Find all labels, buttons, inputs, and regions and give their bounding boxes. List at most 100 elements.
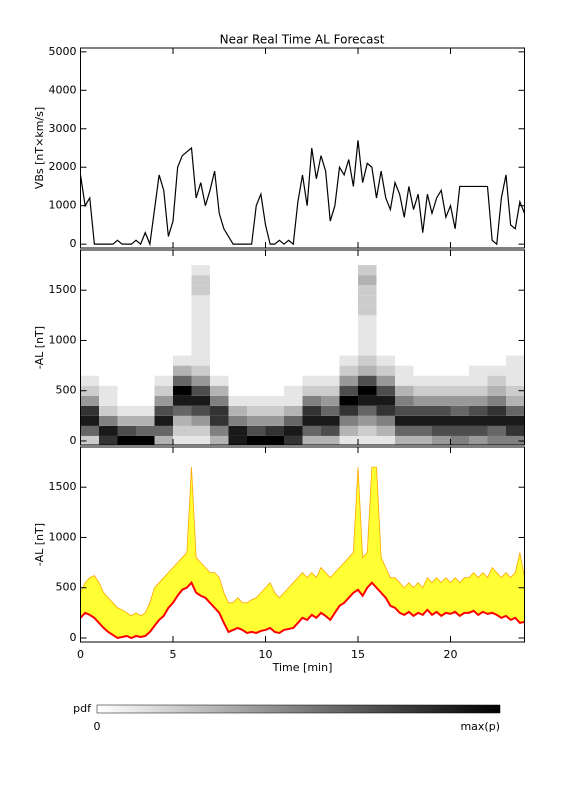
pdf-cell [487, 275, 506, 286]
pdf-cell [358, 315, 377, 326]
pdf-cell [284, 285, 303, 296]
pdf-cell [284, 395, 303, 406]
pdf-cell [432, 355, 451, 366]
pdf-cell [487, 265, 506, 276]
pdf-cell [506, 365, 525, 376]
pdf-cell [487, 415, 506, 426]
pdf-cell [154, 385, 173, 396]
pdf-cell [154, 415, 173, 426]
pdf-cell [117, 335, 136, 346]
pdf-cell [247, 325, 266, 336]
x-tick-label: 0 [77, 648, 84, 661]
pdf-cell [173, 295, 192, 306]
pdf-cell [339, 365, 358, 376]
pdf-cell [413, 265, 432, 276]
pdf-cell [210, 325, 229, 336]
pdf-cell [117, 325, 136, 336]
pdf-cell [210, 365, 229, 376]
pdf-cell [321, 305, 340, 316]
pdf-cell [154, 345, 173, 356]
pdf-cell [450, 335, 469, 346]
pdf-cell [395, 285, 414, 296]
pdf-cell [302, 385, 321, 396]
pdf-cell [413, 305, 432, 316]
pdf-cell [210, 315, 229, 326]
pdf-cell [413, 285, 432, 296]
pdf-cell [413, 395, 432, 406]
pdf-cell [136, 385, 155, 396]
pdf-cell [450, 435, 469, 445]
pdf-cell [154, 275, 173, 286]
pdf-cell [265, 305, 284, 316]
pdf-cell [302, 375, 321, 386]
pdf-cell [506, 315, 525, 326]
pdf-cell [191, 405, 210, 416]
x-tick-label: 5 [170, 648, 177, 661]
pdf-cell [506, 385, 525, 396]
pdf-cell [376, 265, 395, 276]
pdf-cell [321, 415, 340, 426]
pdf-cell [210, 385, 229, 396]
pdf-cell [450, 395, 469, 406]
pdf-cell [80, 435, 99, 445]
pdf-cell [154, 305, 173, 316]
pdf-cell [117, 305, 136, 316]
pdf-cell [80, 375, 99, 386]
pdf-cell [321, 355, 340, 366]
pdf-cell [228, 295, 247, 306]
pdf-cell [228, 325, 247, 336]
pdf-cell [450, 415, 469, 426]
pdf-cell [339, 315, 358, 326]
pdf-cell [358, 345, 377, 356]
pdf-cell [265, 395, 284, 406]
pdf-cell [210, 305, 229, 316]
pdf-cell [265, 365, 284, 376]
y-tick-label: 0 [70, 237, 77, 250]
pdf-cell [339, 335, 358, 346]
pdf-cell [469, 395, 488, 406]
pdf-cell [210, 295, 229, 306]
pdf-cell [80, 325, 99, 336]
pdf-cell [247, 345, 266, 356]
pdf-cell [506, 265, 525, 276]
pdf-cell [265, 315, 284, 326]
pdf-cell [284, 345, 303, 356]
pdf-cell [302, 415, 321, 426]
pdf-cell [136, 265, 155, 276]
pdf-cell [413, 405, 432, 416]
y-tick-label: 5000 [49, 45, 77, 58]
pdf-cell [432, 365, 451, 376]
colorbar-min-label: 0 [94, 720, 101, 733]
pdf-cell [469, 295, 488, 306]
pdf-cell [284, 375, 303, 386]
pdf-cell [395, 365, 414, 376]
pdf-cell [284, 425, 303, 436]
pdf-cell [99, 325, 118, 336]
pdf-cell [228, 405, 247, 416]
pdf-cell [376, 405, 395, 416]
pdf-cell [210, 335, 229, 346]
x-tick-label: 15 [351, 648, 365, 661]
pdf-cell [321, 425, 340, 436]
x-tick-label: 10 [259, 648, 273, 661]
pdf-cell [506, 295, 525, 306]
pdf-cell [395, 325, 414, 336]
pdf-cell [284, 385, 303, 396]
pdf-cell [358, 285, 377, 296]
pdf-cell [450, 405, 469, 416]
pdf-cell [376, 315, 395, 326]
pdf-cell [210, 265, 229, 276]
pdf-cell [432, 435, 451, 445]
pdf-cell [247, 315, 266, 326]
pdf-cell [154, 395, 173, 406]
pdf-cell [413, 425, 432, 436]
pdf-cell [487, 425, 506, 436]
pdf-cell [247, 365, 266, 376]
pdf-cell [284, 275, 303, 286]
pdf-cell [358, 275, 377, 286]
pdf-cell [173, 275, 192, 286]
pdf-cell [376, 335, 395, 346]
pdf-cell [469, 335, 488, 346]
pdf-cell [302, 435, 321, 445]
